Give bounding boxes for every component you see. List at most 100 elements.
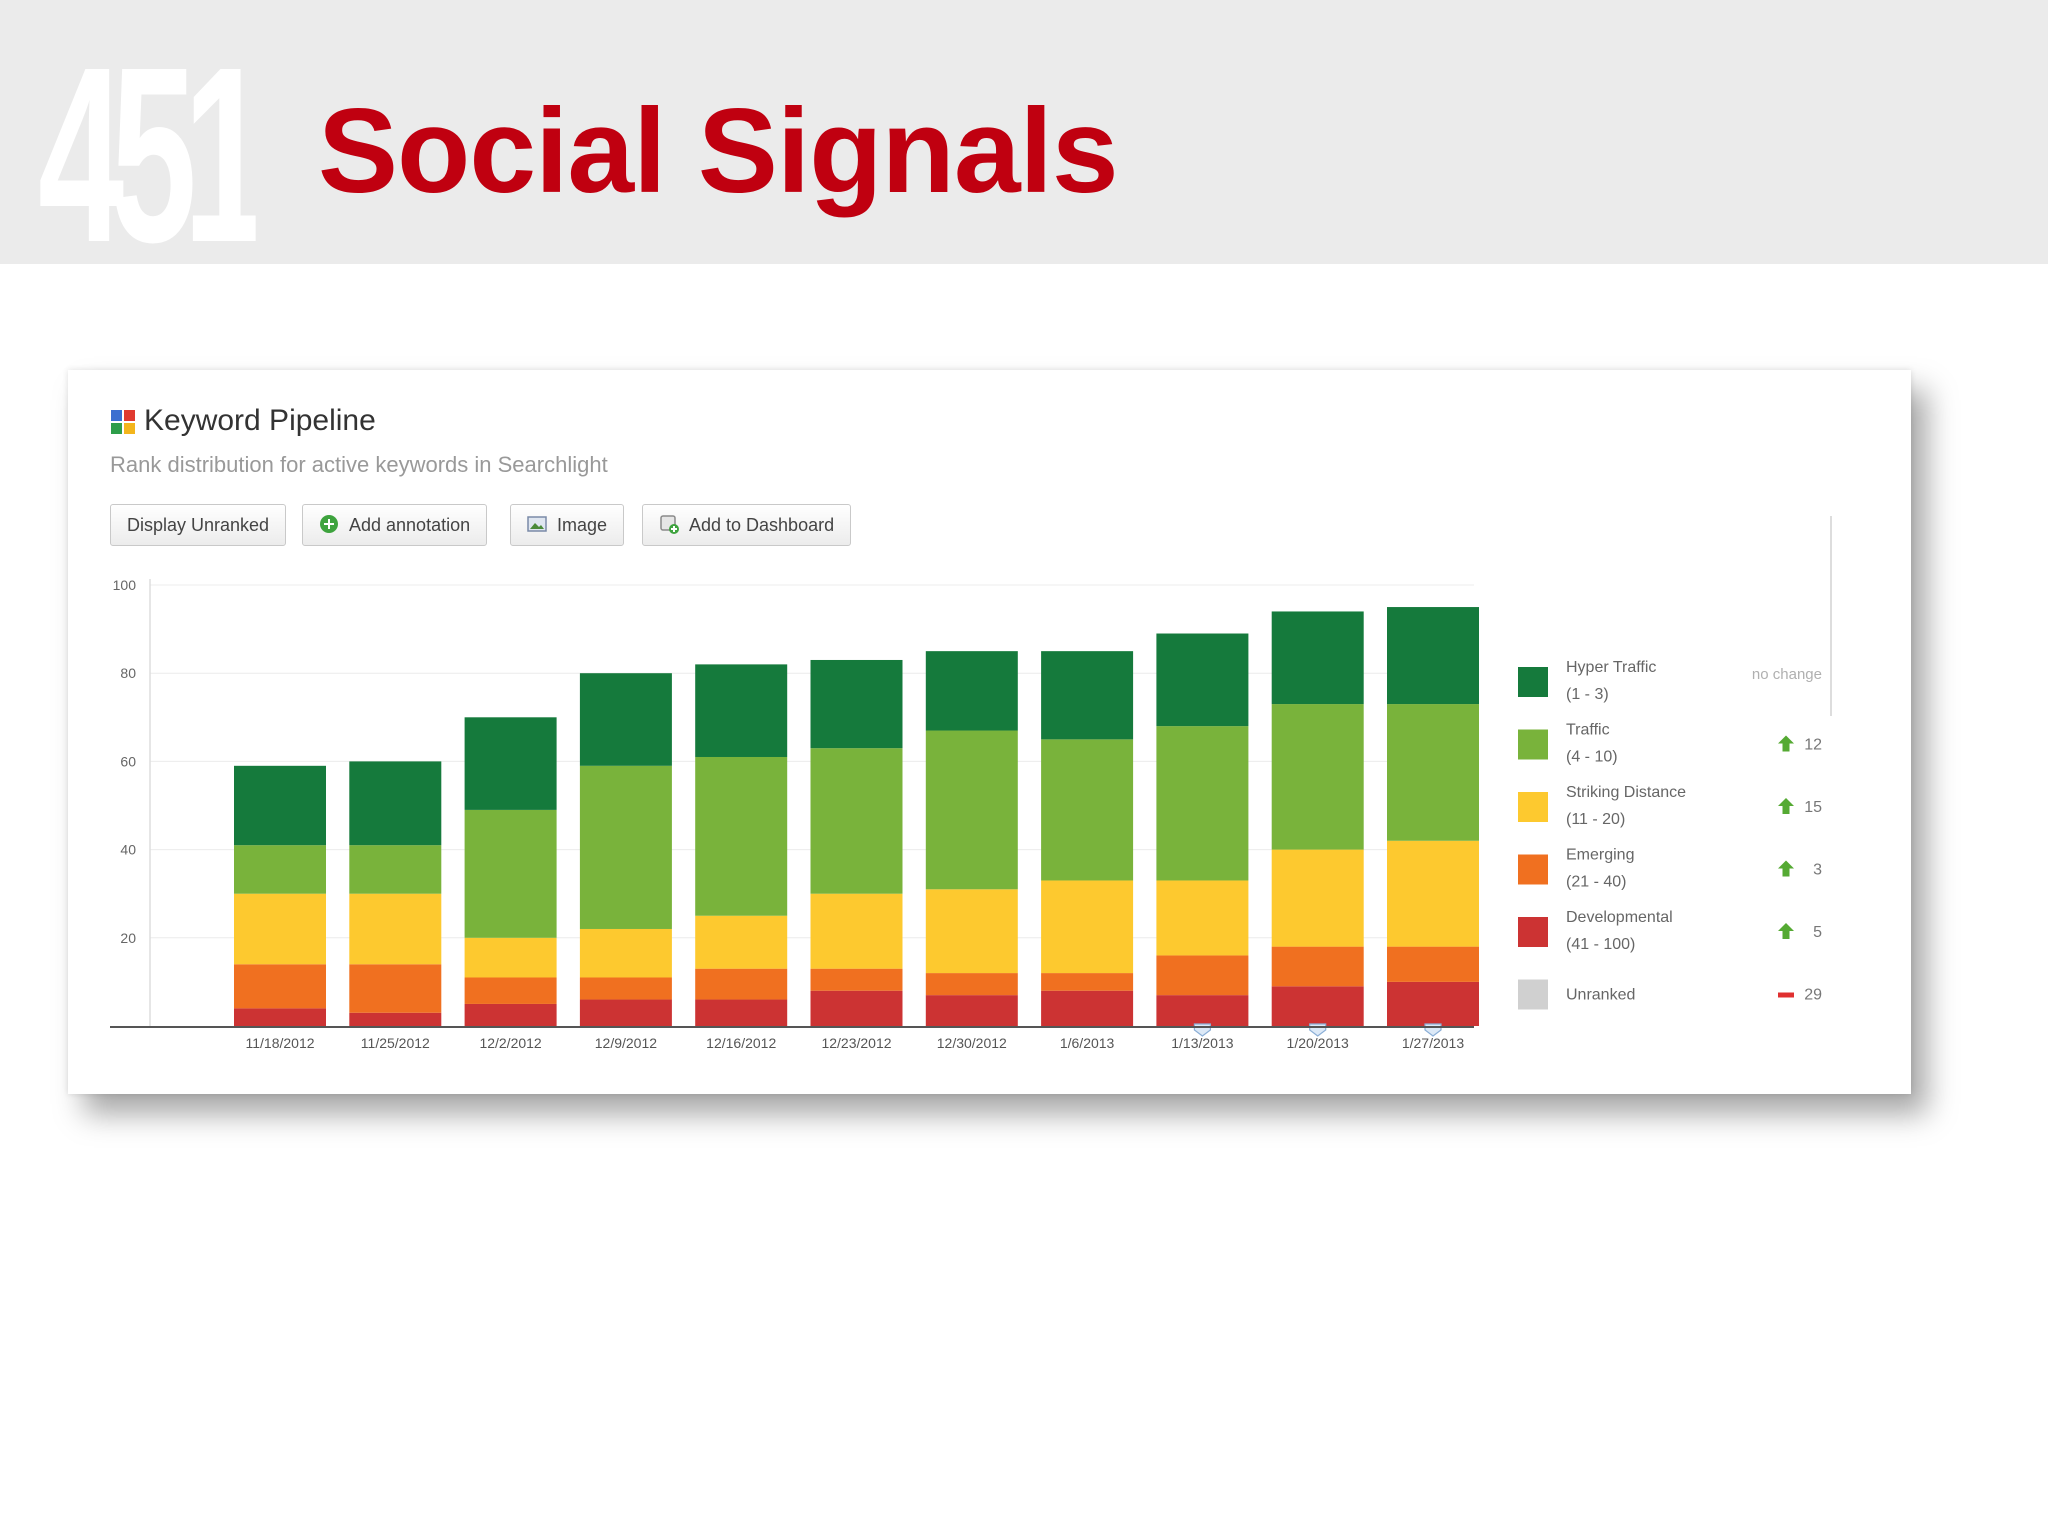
legend-separator <box>1830 516 1832 716</box>
bar-segment <box>464 977 557 1004</box>
bar-segment <box>464 809 557 938</box>
legend-label: Striking Distance <box>1566 784 1686 801</box>
bar-segment <box>1156 633 1249 727</box>
bar-segment <box>810 990 903 1026</box>
legend-label: Developmental <box>1566 909 1673 926</box>
bar-segment <box>695 664 788 757</box>
legend-range: (41 - 100) <box>1566 936 1635 953</box>
bar-segment <box>1271 704 1364 850</box>
y-tick-label: 80 <box>120 665 136 681</box>
bar-segment <box>464 1003 557 1026</box>
bar-segment <box>349 761 442 846</box>
legend-swatch <box>1518 729 1548 760</box>
bar-segment <box>579 765 672 929</box>
legend-label: Emerging <box>1566 847 1634 864</box>
image-label: Image <box>557 515 608 535</box>
bar-segment <box>1156 955 1249 996</box>
legend-swatch <box>1518 667 1548 697</box>
image-button[interactable]: Image <box>510 504 625 546</box>
bar-segment <box>1271 986 1364 1026</box>
change-value: 12 <box>1804 737 1822 754</box>
x-tick-label: 12/9/2012 <box>595 1035 657 1051</box>
change-text: no change <box>1752 666 1822 683</box>
plus-circle-icon <box>320 515 338 534</box>
x-tick-label: 11/18/2012 <box>245 1035 314 1051</box>
bar-segment <box>1271 849 1364 947</box>
legend-swatch <box>1518 854 1548 885</box>
x-tick-label: 11/25/2012 <box>361 1035 430 1051</box>
bar-segment <box>1387 981 1479 1026</box>
x-tick-label: 12/23/2012 <box>821 1035 891 1051</box>
bar-segment <box>1271 946 1364 987</box>
bar-segment <box>1387 946 1479 982</box>
keyword-pipeline-chart: 20 40 60 80 100 11/18/2012 11/25/2012 12/2/2012… <box>110 577 1822 1051</box>
bar-segment <box>579 928 672 978</box>
legend-label: Unranked <box>1566 987 1635 1004</box>
widget-title: Keyword Pipeline <box>144 404 376 437</box>
bar-segment <box>695 915 788 969</box>
bar-segment <box>579 977 672 1000</box>
searchlight-logo-icon <box>111 410 137 436</box>
x-tick-label: 1/13/2013 <box>1171 1035 1233 1051</box>
y-tick-label: 60 <box>120 753 136 769</box>
bar-segment <box>1041 973 1134 991</box>
bar-segment <box>1156 726 1249 881</box>
legend-range: (21 - 40) <box>1566 874 1626 891</box>
bar-segment <box>349 845 442 894</box>
x-tick-label: 12/16/2012 <box>706 1035 776 1051</box>
change-value: 5 <box>1813 924 1822 941</box>
dashboard-add-icon <box>660 515 679 535</box>
legend-range: (1 - 3) <box>1566 686 1609 703</box>
bar-segment <box>349 964 442 1013</box>
add-to-dashboard-label: Add to Dashboard <box>689 515 835 535</box>
legend-swatch <box>1518 792 1548 822</box>
legend-label: Hyper Traffic <box>1566 659 1656 676</box>
up-arrow-icon <box>1778 735 1794 752</box>
image-icon <box>527 516 547 532</box>
change-value: 29 <box>1804 987 1822 1004</box>
bar-segment <box>464 937 557 978</box>
x-tick-label: 1/6/2013 <box>1060 1035 1115 1051</box>
down-bar-icon <box>1778 992 1794 998</box>
change-value: 3 <box>1813 862 1822 879</box>
bar-segment <box>1156 880 1249 956</box>
bar-segment <box>810 893 903 969</box>
bar-segment <box>695 968 788 1000</box>
y-tick-label: 100 <box>113 577 137 593</box>
bar-segment <box>1271 611 1364 705</box>
slide-title: Social Signals <box>318 84 1119 218</box>
legend-swatch <box>1518 917 1548 947</box>
display-unranked-label: Display Unranked <box>127 515 270 535</box>
add-to-dashboard-button[interactable]: Add to Dashboard <box>642 504 852 546</box>
bar-segment <box>810 968 903 991</box>
bar-segment <box>234 1008 326 1026</box>
x-tick-label: 12/30/2012 <box>937 1035 1007 1051</box>
y-tick-label: 20 <box>120 930 136 946</box>
slide-number: 451 <box>38 30 256 264</box>
up-arrow-icon <box>1778 798 1794 814</box>
bar-segment <box>1387 607 1479 705</box>
bar-segment <box>1387 840 1479 947</box>
legend-range: (4 - 10) <box>1566 749 1618 766</box>
bar-segment <box>234 893 326 965</box>
add-annotation-button[interactable]: Add annotation <box>302 504 488 546</box>
bar-segment <box>579 673 672 766</box>
legend-swatch <box>1518 979 1548 1010</box>
y-tick-label: 40 <box>120 842 136 858</box>
bar-segment <box>1041 651 1134 740</box>
bar-segment <box>579 999 672 1026</box>
bar-segment <box>1041 990 1134 1026</box>
up-arrow-icon <box>1778 923 1794 939</box>
up-arrow-icon <box>1778 860 1794 877</box>
bar-segment <box>810 748 903 894</box>
change-value: 15 <box>1804 799 1822 816</box>
bar-segment <box>234 964 326 1009</box>
x-tick-label: 12/2/2012 <box>479 1035 541 1051</box>
legend-range: (11 - 20) <box>1566 811 1625 828</box>
display-unranked-button[interactable]: Display Unranked <box>110 504 287 546</box>
x-tick-label: 1/20/2013 <box>1287 1035 1349 1051</box>
bar-segment <box>810 659 903 749</box>
bar-segment <box>925 889 1018 974</box>
bar-segment <box>695 999 788 1026</box>
bar-segment <box>349 893 442 965</box>
